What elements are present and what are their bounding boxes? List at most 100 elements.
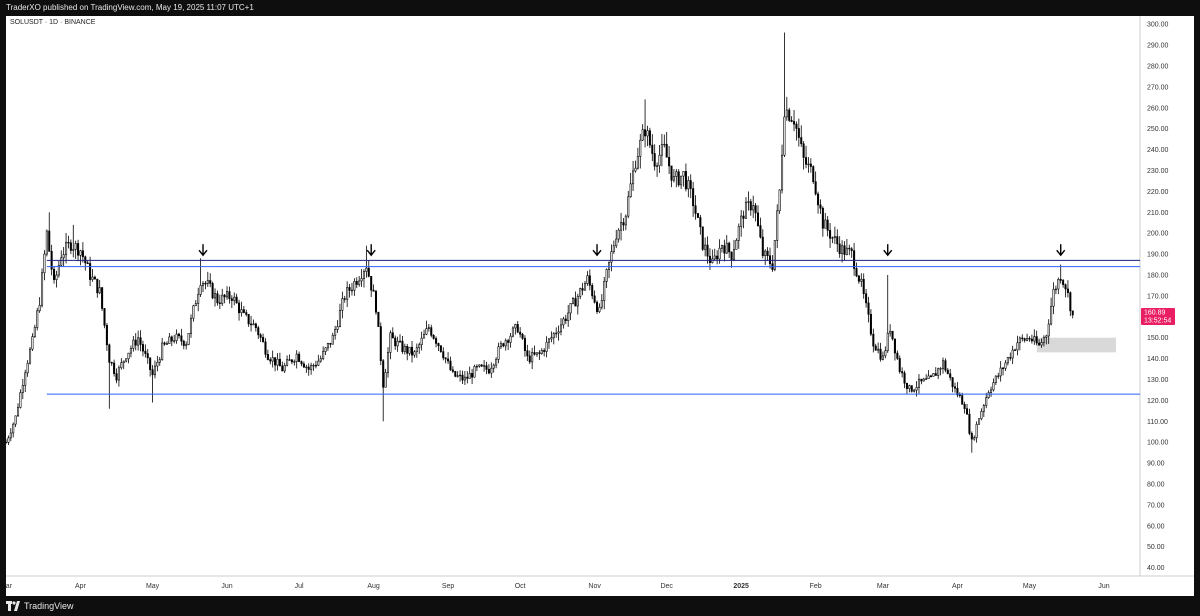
x-tick-label: Jul [295, 583, 304, 590]
y-tick-label: 60.00 [1147, 523, 1165, 530]
candle-body [915, 387, 918, 391]
down-arrow-icon [1056, 244, 1066, 257]
candle-body [881, 355, 884, 360]
chart-title: SOLUSDT · 1D · BINANCE [10, 19, 96, 26]
candle-body [108, 344, 111, 363]
candle-body [706, 244, 709, 257]
candle-body [117, 367, 120, 381]
candle-body [634, 167, 637, 172]
candle-body [206, 280, 209, 284]
candle-body [869, 313, 872, 335]
candle-body [442, 351, 445, 359]
candle-body [269, 359, 272, 362]
candle-body [372, 289, 375, 292]
candle-body [677, 171, 680, 186]
x-tick-label: Mar [877, 583, 890, 590]
candle-body [917, 378, 920, 388]
candle-body [557, 331, 560, 334]
candle-body [463, 376, 466, 381]
candle-body [305, 366, 308, 369]
candle-body [245, 312, 248, 315]
candle-body [218, 302, 221, 304]
candle-body [949, 373, 952, 378]
candle-body [814, 181, 817, 195]
candle-body [742, 215, 745, 219]
candle-body [605, 269, 608, 282]
candle-countdown-label: 13:52:54 [1144, 317, 1171, 324]
candle-body [845, 247, 848, 255]
candle-body [910, 385, 913, 392]
candle-body [314, 364, 317, 367]
y-tick-label: 210.00 [1147, 210, 1169, 217]
candle-body [379, 326, 382, 362]
candle-body [853, 250, 856, 269]
candle-body [987, 392, 990, 398]
candle-body [913, 389, 916, 392]
candle-body [36, 310, 39, 328]
candle-body [262, 337, 265, 343]
candle-body [26, 362, 29, 374]
candle-body [932, 373, 935, 377]
candle-body [675, 171, 678, 177]
x-tick-label: 2025 [733, 583, 749, 590]
candle-body [274, 357, 277, 366]
candle-body [259, 334, 262, 338]
candle-body [716, 255, 719, 260]
candle-body [91, 276, 94, 280]
candle-body [521, 333, 524, 339]
candle-body [180, 335, 183, 342]
candle-body [523, 338, 526, 351]
candle-body [420, 337, 423, 346]
candle-body [427, 327, 430, 329]
candle-body [665, 143, 668, 158]
candle-body [141, 344, 144, 352]
candle-body [360, 278, 363, 282]
candle-body [608, 261, 611, 270]
x-tick-label: Aug [367, 583, 380, 590]
candle-body [1071, 310, 1074, 316]
candle-body [96, 278, 99, 294]
candle-body [819, 204, 822, 209]
candle-body [985, 397, 988, 406]
y-tick-label: 240.00 [1147, 147, 1169, 154]
candle-body [214, 293, 217, 299]
candle-body [350, 289, 353, 292]
candle-body [600, 300, 603, 308]
candle-body [768, 255, 772, 265]
y-tick-label: 260.00 [1147, 105, 1169, 112]
candle-body [785, 109, 788, 118]
candle-body [271, 357, 274, 362]
candle-body [211, 283, 214, 299]
candle-body [348, 287, 351, 291]
y-tick-label: 140.00 [1147, 356, 1169, 363]
candle-body [72, 248, 75, 251]
candle-body [81, 250, 84, 258]
y-tick-label: 180.00 [1147, 273, 1169, 280]
candle-body [129, 348, 132, 354]
candle-body [1038, 342, 1041, 346]
candle-body [920, 378, 923, 382]
tradingview-logo-icon [6, 601, 20, 611]
candle-body [795, 123, 798, 129]
y-tick-label: 300.00 [1147, 22, 1169, 29]
candle-body [749, 201, 752, 211]
candle-body [201, 282, 205, 286]
candle-body [857, 275, 860, 282]
candle-body [965, 408, 969, 415]
candle-body [449, 360, 452, 371]
candle-body [382, 360, 385, 388]
candle-body [153, 365, 156, 376]
price-chart[interactable]: 40.00 50.00 60.00 70.00 80.00 90.00 100.00 110.… [6, 16, 1194, 596]
candle-body [740, 215, 743, 227]
candle-body [199, 285, 202, 295]
candle-body [14, 415, 17, 425]
candle-body [531, 352, 534, 363]
candle-body [925, 378, 928, 380]
candle-body [732, 249, 735, 260]
chart-frame[interactable]: 40.00 50.00 60.00 70.00 80.00 90.00 100.00 110.… [6, 16, 1194, 596]
candle-body [699, 217, 702, 228]
candle-body [288, 359, 291, 361]
candle-body [473, 366, 476, 378]
candle-body [704, 244, 707, 250]
x-tick-label: May [146, 583, 160, 590]
